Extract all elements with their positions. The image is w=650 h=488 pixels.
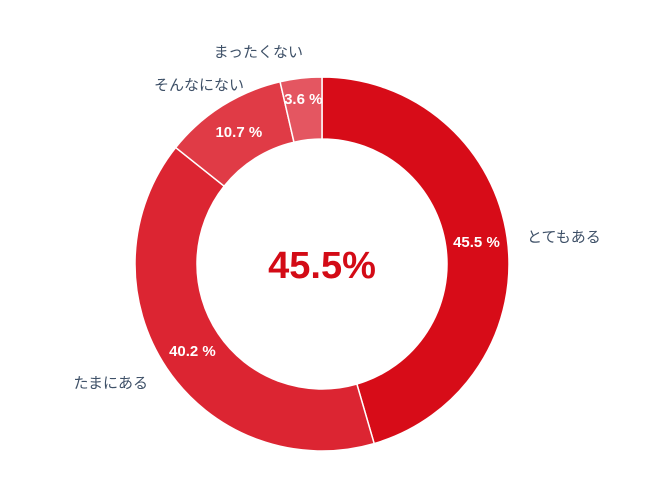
data-label-1: 40.2 %: [169, 343, 216, 360]
slice-1[interactable]: [134, 146, 376, 452]
data-label-2: 10.7 %: [215, 124, 262, 141]
slice-3[interactable]: [279, 76, 323, 144]
data-label-3: 3.6 %: [284, 91, 322, 108]
category-label-1: たまにある: [73, 374, 148, 392]
center-label: 45.5%: [268, 245, 376, 287]
category-label-3: まったくない: [214, 43, 303, 61]
slice-0[interactable]: [321, 76, 510, 445]
category-label-2: そんなにない: [154, 76, 244, 94]
category-label-0: とてもある: [527, 228, 601, 246]
data-label-0: 45.5 %: [453, 234, 500, 251]
